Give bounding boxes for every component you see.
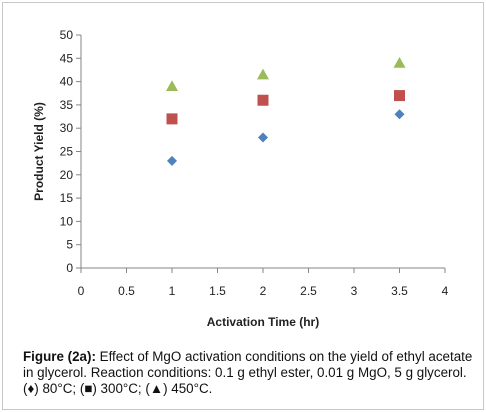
y-tick-label: 30 (60, 121, 74, 135)
y-tick-label: 25 (60, 145, 74, 159)
data-point-diamond (258, 132, 268, 143)
data-point-diamond (167, 155, 177, 166)
data-point-triangle (166, 80, 178, 92)
y-axis-label: Product Yield (%) (32, 102, 46, 201)
caption-text: Effect of MgO activation conditions on t… (23, 349, 473, 396)
y-tick-label: 40 (60, 75, 74, 89)
figure-caption: Figure (2a): Effect of MgO activation co… (23, 349, 478, 397)
x-tick-label: 0 (78, 284, 85, 298)
data-point-triangle (257, 68, 269, 80)
chart: 0 5 10 15 20 25 30 35 40 45 50 0 0.5 1 1.5 2 2.5 3 3.5 4 Act… (32, 28, 449, 329)
data-point-diamond (394, 109, 405, 120)
y-tick-label: 45 (60, 51, 74, 65)
y-tick-label: 35 (60, 98, 74, 112)
y-tick-label: 5 (66, 238, 73, 252)
x-tick-label: 2 (260, 284, 267, 298)
x-tick-label: 3.5 (391, 284, 408, 298)
x-tick-label: 1 (169, 284, 176, 298)
y-tick-label: 0 (66, 261, 73, 275)
data-point-square (394, 90, 405, 102)
y-tick-label: 50 (60, 28, 74, 42)
x-tick-label: 4 (442, 284, 449, 298)
x-tick-label: 0.5 (118, 284, 135, 298)
x-tick-label: 2.5 (300, 284, 317, 298)
x-tick-label: 3 (351, 284, 358, 298)
y-tick-label: 15 (60, 191, 74, 205)
data-point-square (166, 113, 178, 125)
data-point-triangle (393, 56, 406, 68)
caption-label: Figure (2a): (23, 349, 96, 364)
x-axis-label: Activation Time (hr) (207, 315, 319, 329)
x-tick-label: 1.5 (209, 284, 226, 298)
data-point-square (257, 94, 269, 106)
y-tick-label: 10 (60, 214, 74, 228)
y-tick-label: 20 (60, 168, 74, 182)
